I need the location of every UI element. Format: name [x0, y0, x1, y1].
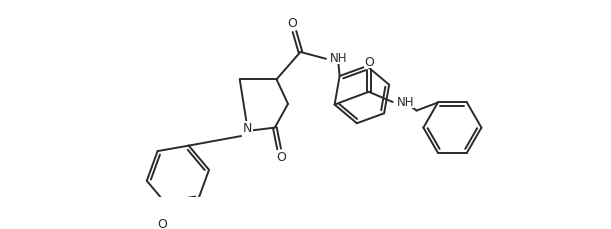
- Text: O: O: [157, 217, 167, 229]
- Text: O: O: [364, 55, 374, 68]
- Text: O: O: [276, 150, 286, 164]
- Text: NH: NH: [329, 51, 347, 64]
- Text: NH: NH: [397, 95, 414, 108]
- Text: O: O: [287, 17, 297, 30]
- Text: N: N: [243, 121, 252, 134]
